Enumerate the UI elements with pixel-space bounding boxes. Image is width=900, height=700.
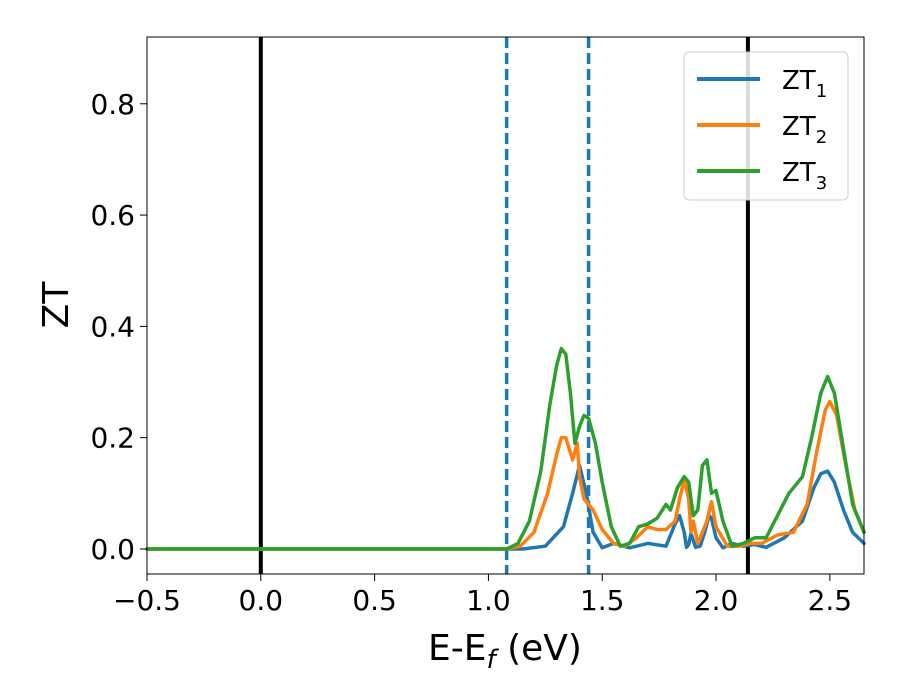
x-tick-label: 1.5 <box>580 584 625 617</box>
y-axis-ticks: 0.0 0.2 0.4 0.6 0.8 <box>90 88 147 566</box>
x-axis-label-main: E-E <box>428 628 486 669</box>
x-tick-label: 2.5 <box>808 584 853 617</box>
series-layer <box>145 346 866 551</box>
legend: ZT1 ZT2 ZT3 <box>683 51 849 201</box>
x-axis-ticks: −0.5 0.0 0.5 1.0 1.5 2.0 2.5 <box>113 574 852 617</box>
x-tick-label: 0.0 <box>239 584 284 617</box>
x-tick-label: 1.0 <box>466 584 511 617</box>
y-tick-label: 0.0 <box>90 533 135 566</box>
plot-area-frame <box>146 36 865 575</box>
x-tick-label: 2.0 <box>694 584 739 617</box>
x-axis-label-unit: (eV) <box>496 628 582 669</box>
y-tick-label: 0.6 <box>90 199 135 232</box>
x-tick-label: −0.5 <box>113 584 181 617</box>
legend-label-zt3: ZT3 <box>782 158 827 194</box>
legend-label-zt1: ZT1 <box>782 66 827 102</box>
y-axis-label: ZT <box>36 281 77 329</box>
y-tick-label: 0.2 <box>90 422 135 455</box>
y-tick-label: 0.4 <box>90 310 135 343</box>
x-axis-label: E-Ef (eV) <box>428 628 582 675</box>
legend-label-zt2: ZT2 <box>782 112 827 148</box>
series-line-zt3 <box>145 346 866 551</box>
y-tick-label: 0.8 <box>90 88 135 121</box>
legend-box <box>683 51 849 201</box>
x-tick-label: 0.5 <box>352 584 397 617</box>
